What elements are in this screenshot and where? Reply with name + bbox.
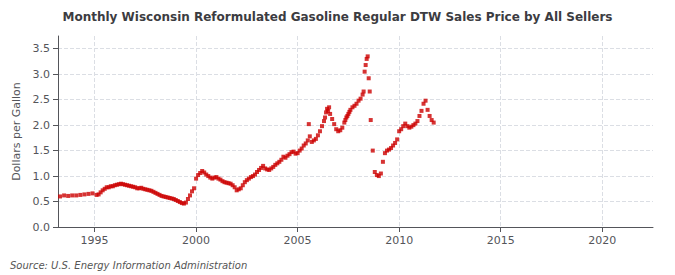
svg-text:1995: 1995 xyxy=(81,234,109,247)
svg-text:1.5: 1.5 xyxy=(33,144,51,157)
svg-text:2005: 2005 xyxy=(284,234,312,247)
svg-text:2.5: 2.5 xyxy=(33,93,51,106)
svg-text:2010: 2010 xyxy=(385,234,413,247)
svg-text:Dollars per Gallon: Dollars per Gallon xyxy=(10,82,23,181)
svg-text:2015: 2015 xyxy=(487,234,515,247)
svg-text:0.5: 0.5 xyxy=(33,195,51,208)
svg-text:Source: U.S. Energy Informatio: Source: U.S. Energy Information Administ… xyxy=(10,260,247,271)
svg-text:3.5: 3.5 xyxy=(33,42,51,55)
svg-text:2020: 2020 xyxy=(588,234,616,247)
svg-text:2.0: 2.0 xyxy=(33,119,51,132)
svg-text:3.0: 3.0 xyxy=(33,68,51,81)
svg-text:0.0: 0.0 xyxy=(33,221,51,234)
svg-text:1.0: 1.0 xyxy=(33,170,51,183)
svg-text:Monthly Wisconsin Reformulated: Monthly Wisconsin Reformulated Gasoline … xyxy=(62,10,612,24)
svg-text:2000: 2000 xyxy=(182,234,210,247)
